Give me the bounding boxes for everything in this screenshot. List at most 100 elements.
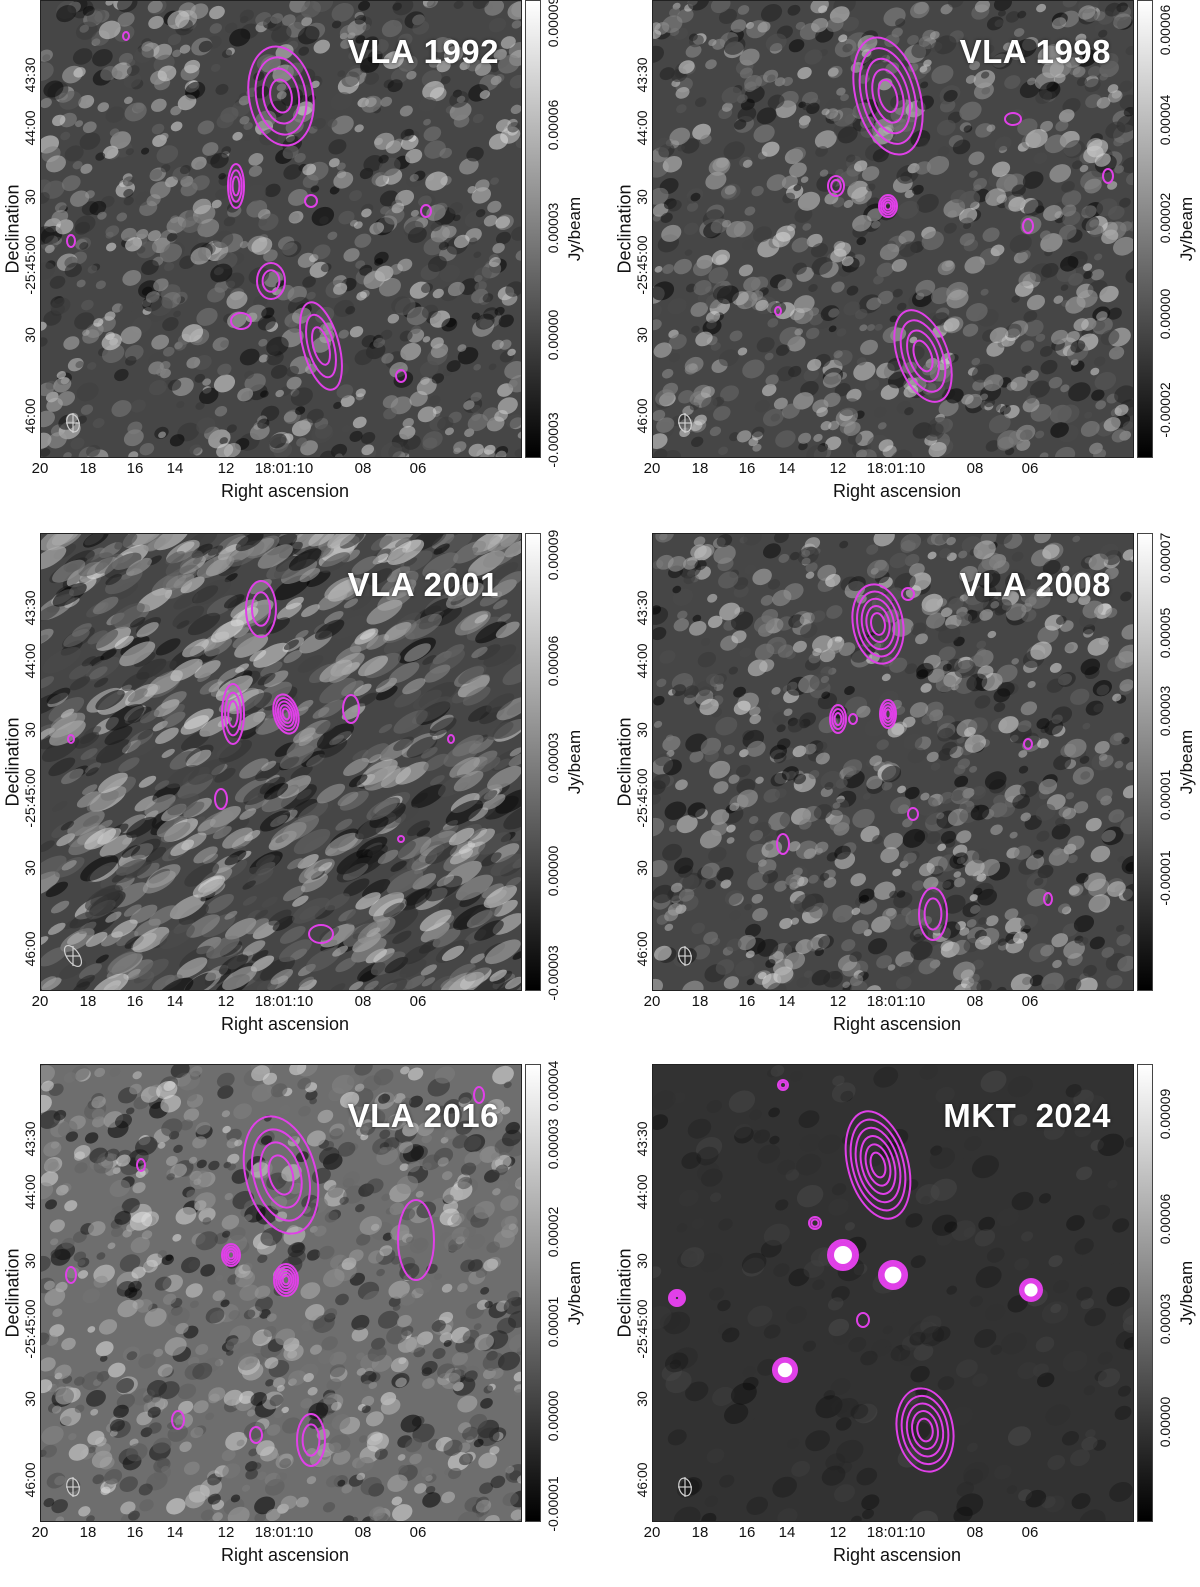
x-tick-label: 12 <box>830 460 847 477</box>
x-tick-label: 06 <box>410 460 427 477</box>
colorbar-tick-text: 0.00003 <box>1157 686 1173 737</box>
colorbar-tick-text: 0.00004 <box>1157 95 1173 146</box>
colorbar-label: Jy/beam <box>565 197 585 261</box>
x-tick-label: 18 <box>80 1524 97 1541</box>
y-tick-label: 30 <box>634 327 650 343</box>
y-axis-label: Declination <box>3 184 24 273</box>
x-tick-label: 18 <box>692 993 709 1010</box>
x-tick-label: 12 <box>830 993 847 1010</box>
x-tick-label: 06 <box>410 1524 427 1541</box>
y-tick-label: 44:00 <box>634 1174 650 1209</box>
y-tick-label: 30 <box>22 327 38 343</box>
y-tick-label: -25:45:00 <box>634 768 650 827</box>
colorbar-tick-text: -0.00002 <box>1157 382 1173 437</box>
y-tick-label: 43:30 <box>634 1121 650 1156</box>
panel-title: VLA 1992 <box>348 33 499 71</box>
x-axis-label: Right ascension <box>833 1545 961 1566</box>
colorbar-label: Jy/beam <box>565 730 585 794</box>
colorbar-tick-text: 0.00002 <box>545 1207 561 1258</box>
colorbar-tick-label: 0.00003 <box>1157 711 1179 727</box>
x-tick-label: 16 <box>739 1524 756 1541</box>
colorbar-label: Jy/beam <box>1177 197 1197 261</box>
colorbar-tick-text: 0.00002 <box>1157 193 1173 244</box>
colorbar <box>525 0 541 458</box>
colorbar-tick-text: -0.00003 <box>545 945 561 1000</box>
x-axis-label: Right ascension <box>833 481 961 502</box>
x-tick-label: 16 <box>127 460 144 477</box>
x-tick-label: 20 <box>644 1524 661 1541</box>
x-tick-label: 08 <box>967 1524 984 1541</box>
x-tick-label: 06 <box>1022 1524 1039 1541</box>
colorbar-tick-label: 0.00009 <box>545 555 567 571</box>
colorbar-tick-label: 0.00009 <box>545 22 567 38</box>
colorbar-tick-text: 0.00000 <box>545 310 561 361</box>
x-tick-label: 18 <box>692 1524 709 1541</box>
colorbar-tick-text: 0.00003 <box>1157 1294 1173 1345</box>
x-tick-label: 18:01:10 <box>867 1524 925 1541</box>
x-axis-label: Right ascension <box>833 1014 961 1035</box>
colorbar-tick-text: 0.00006 <box>1157 5 1173 56</box>
colorbar-tick-text: -0.00003 <box>545 412 561 467</box>
colorbar-tick-text: 0.00003 <box>545 1119 561 1170</box>
radio-image-plot: VLA 2001 <box>40 533 522 991</box>
colorbar-tick-text: 0.00000 <box>545 1391 561 1442</box>
radio-image-plot: VLA 2016 <box>40 1064 522 1522</box>
x-tick-label: 06 <box>410 993 427 1010</box>
colorbar <box>525 533 541 991</box>
colorbar-tick-text: 0.00003 <box>545 203 561 254</box>
x-tick-label: 18:01:10 <box>867 993 925 1010</box>
colorbar-tick-label: -0.00002 <box>1157 410 1179 426</box>
x-tick-label: 18 <box>692 460 709 477</box>
x-tick-label: 18:01:10 <box>867 460 925 477</box>
colorbar-tick-text: 0.00001 <box>1157 770 1173 821</box>
y-tick-label: 44:00 <box>634 643 650 678</box>
x-tick-label: 12 <box>830 1524 847 1541</box>
y-axis-label: Declination <box>3 717 24 806</box>
x-tick-label: 08 <box>967 460 984 477</box>
radio-image-plot: VLA 1992 <box>40 0 522 458</box>
colorbar-label: Jy/beam <box>1177 730 1197 794</box>
x-tick-label: 14 <box>779 1524 796 1541</box>
x-tick-label: 16 <box>127 1524 144 1541</box>
colorbar-tick-label: 0.00004 <box>1157 120 1179 136</box>
y-tick-label: -25:45:00 <box>634 1299 650 1358</box>
colorbar-tick-label: 0.00001 <box>1157 795 1179 811</box>
y-tick-label: 30 <box>634 860 650 876</box>
panel-title: VLA 1998 <box>960 33 1111 71</box>
y-tick-label: 46:00 <box>22 931 38 966</box>
y-axis-label: Declination <box>615 184 636 273</box>
x-tick-label: 20 <box>32 993 49 1010</box>
y-tick-label: 43:30 <box>22 590 38 625</box>
y-tick-label: 43:30 <box>22 57 38 92</box>
colorbar-tick-label: -0.00003 <box>545 440 567 456</box>
colorbar-tick-text: -0.00001 <box>545 1476 561 1531</box>
x-tick-label: 06 <box>1022 993 1039 1010</box>
colorbar-tick-label: 0.00000 <box>545 1416 567 1432</box>
x-tick-label: 08 <box>967 993 984 1010</box>
radio-image-plot: VLA 2008 <box>652 533 1134 991</box>
y-tick-label: -25:45:00 <box>22 1299 38 1358</box>
panel-title: VLA 2008 <box>960 566 1111 604</box>
colorbar-tick-text: 0.00006 <box>1157 1194 1173 1245</box>
colorbar-label: Jy/beam <box>1177 1261 1197 1325</box>
colorbar-tick-text: 0.00009 <box>1157 1089 1173 1140</box>
x-tick-label: 20 <box>644 460 661 477</box>
colorbar <box>525 1064 541 1522</box>
x-tick-label: 12 <box>218 993 235 1010</box>
colorbar-tick-label: 0.00009 <box>1157 1114 1179 1130</box>
x-tick-label: 20 <box>644 993 661 1010</box>
x-tick-label: 12 <box>218 1524 235 1541</box>
y-tick-label: 46:00 <box>634 398 650 433</box>
colorbar-label: Jy/beam <box>565 1261 585 1325</box>
x-tick-label: 06 <box>1022 460 1039 477</box>
colorbar-tick-label: 0.00003 <box>545 1144 567 1160</box>
y-axis-label: Declination <box>3 1248 24 1337</box>
colorbar-tick-label: 0.00002 <box>1157 218 1179 234</box>
colorbar-tick-label: 0.00000 <box>545 871 567 887</box>
colorbar-tick-text: 0.00009 <box>545 0 561 47</box>
colorbar-tick-label: 0.00001 <box>545 1322 567 1338</box>
y-tick-label: -25:45:00 <box>22 235 38 294</box>
colorbar-tick-text: 0.00000 <box>1157 289 1173 340</box>
